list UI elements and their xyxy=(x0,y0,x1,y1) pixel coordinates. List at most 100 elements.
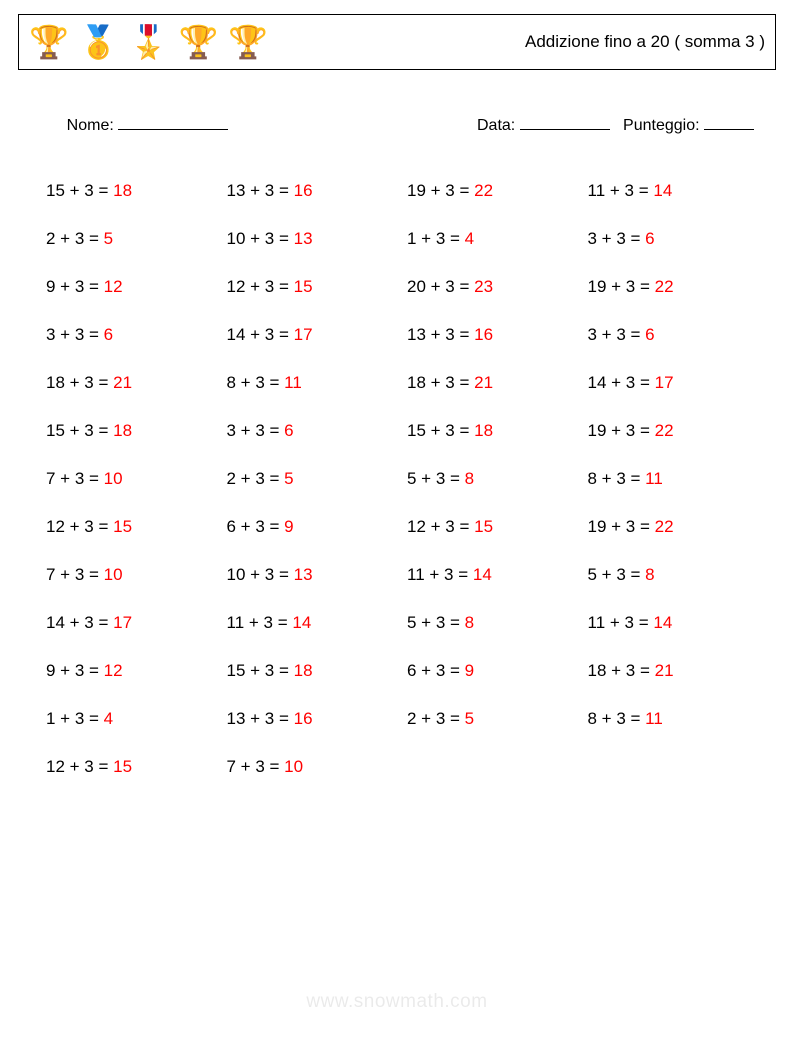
problem-expression: 11 + 3 = xyxy=(588,613,654,632)
problem-expression: 19 + 3 = xyxy=(588,421,655,440)
problem-answer: 13 xyxy=(294,565,313,584)
problem-expression: 10 + 3 = xyxy=(227,229,294,248)
problem-cell: 13 + 3 = 16 xyxy=(227,181,408,201)
problem-expression: 7 + 3 = xyxy=(227,757,285,776)
problem-expression: 3 + 3 = xyxy=(588,325,646,344)
watermark: www.snowmath.com xyxy=(0,991,794,1013)
problem-expression: 19 + 3 = xyxy=(588,277,655,296)
problem-cell: 14 + 3 = 17 xyxy=(227,325,408,345)
name-blank[interactable] xyxy=(118,114,228,130)
problem-answer: 6 xyxy=(645,325,654,344)
problem-cell: 12 + 3 = 15 xyxy=(46,517,227,537)
problem-expression: 18 + 3 = xyxy=(588,661,655,680)
problem-expression: 7 + 3 = xyxy=(46,565,104,584)
problem-answer: 5 xyxy=(284,469,293,488)
problem-cell: 13 + 3 = 16 xyxy=(227,709,408,729)
problem-cell: 11 + 3 = 14 xyxy=(227,613,408,633)
problem-cell: 2 + 3 = 5 xyxy=(227,469,408,489)
problem-cell: 7 + 3 = 10 xyxy=(46,469,227,489)
problem-answer: 22 xyxy=(655,421,674,440)
problem-expression: 13 + 3 = xyxy=(407,325,474,344)
problem-expression: 12 + 3 = xyxy=(227,277,294,296)
problem-answer: 22 xyxy=(474,181,493,200)
problem-cell: 1 + 3 = 4 xyxy=(46,709,227,729)
problem-expression: 13 + 3 = xyxy=(227,181,294,200)
problem-expression: 12 + 3 = xyxy=(407,517,474,536)
problem-cell: 6 + 3 = 9 xyxy=(407,661,588,681)
problem-answer: 18 xyxy=(113,181,132,200)
problem-cell: 1 + 3 = 4 xyxy=(407,229,588,249)
trophy-icon: 🏆 xyxy=(228,26,268,58)
problem-answer: 11 xyxy=(284,373,302,392)
problem-cell: 5 + 3 = 8 xyxy=(407,469,588,489)
problem-answer: 12 xyxy=(104,277,123,296)
problem-answer: 23 xyxy=(474,277,493,296)
problem-expression: 8 + 3 = xyxy=(588,709,646,728)
problem-expression: 20 + 3 = xyxy=(407,277,474,296)
problem-answer: 6 xyxy=(645,229,654,248)
problem-cell: 8 + 3 = 11 xyxy=(227,373,408,393)
problem-answer: 10 xyxy=(104,469,123,488)
problem-answer: 18 xyxy=(474,421,493,440)
problem-cell: 9 + 3 = 12 xyxy=(46,661,227,681)
problem-answer: 11 xyxy=(645,709,663,728)
problem-cell: 18 + 3 = 21 xyxy=(588,661,769,681)
problem-expression: 2 + 3 = xyxy=(407,709,465,728)
problem-cell: 5 + 3 = 8 xyxy=(588,565,769,585)
problem-answer: 15 xyxy=(294,277,313,296)
problem-answer: 22 xyxy=(655,277,674,296)
problem-answer: 15 xyxy=(113,757,132,776)
trophy-icon: 🏆 xyxy=(29,26,69,58)
name-field: Nome: xyxy=(40,96,228,153)
problem-cell: 19 + 3 = 22 xyxy=(588,421,769,441)
problem-answer: 5 xyxy=(104,229,113,248)
problem-cell: 19 + 3 = 22 xyxy=(588,517,769,537)
problem-answer: 14 xyxy=(292,613,311,632)
problem-expression: 15 + 3 = xyxy=(46,181,113,200)
problem-answer: 16 xyxy=(294,709,313,728)
problem-answer: 17 xyxy=(113,613,132,632)
problem-expression: 18 + 3 = xyxy=(407,373,474,392)
problem-cell: 10 + 3 = 13 xyxy=(227,229,408,249)
problem-cell: 9 + 3 = 12 xyxy=(46,277,227,297)
medal-icon: 🥇 xyxy=(79,26,119,58)
problem-answer: 14 xyxy=(473,565,492,584)
medal-icon: 🎖️ xyxy=(129,26,169,58)
trophy-icon: 🏆 xyxy=(179,26,219,58)
problem-expression: 19 + 3 = xyxy=(407,181,474,200)
problem-expression: 3 + 3 = xyxy=(588,229,646,248)
problem-expression: 5 + 3 = xyxy=(407,469,465,488)
problem-answer: 15 xyxy=(113,517,132,536)
problem-expression: 15 + 3 = xyxy=(407,421,474,440)
problem-answer: 9 xyxy=(284,517,293,536)
problem-answer: 22 xyxy=(655,517,674,536)
problem-answer: 6 xyxy=(284,421,293,440)
problem-expression: 9 + 3 = xyxy=(46,277,104,296)
problem-expression: 14 + 3 = xyxy=(227,325,294,344)
problem-cell: 13 + 3 = 16 xyxy=(407,325,588,345)
problem-expression: 6 + 3 = xyxy=(407,661,465,680)
score-label: Punteggio: xyxy=(623,117,700,134)
problem-cell: 12 + 3 = 15 xyxy=(227,277,408,297)
date-blank[interactable] xyxy=(520,114,610,130)
problem-cell: 20 + 3 = 23 xyxy=(407,277,588,297)
problem-cell: 15 + 3 = 18 xyxy=(407,421,588,441)
problem-cell: 18 + 3 = 21 xyxy=(407,373,588,393)
problem-cell: 2 + 3 = 5 xyxy=(407,709,588,729)
problem-cell: 11 + 3 = 14 xyxy=(588,181,769,201)
problem-expression: 14 + 3 = xyxy=(588,373,655,392)
problem-answer: 5 xyxy=(465,709,474,728)
problem-cell: 10 + 3 = 13 xyxy=(227,565,408,585)
problem-answer: 12 xyxy=(104,661,123,680)
name-label: Nome: xyxy=(67,117,114,134)
problem-cell: 11 + 3 = 14 xyxy=(588,613,769,633)
problem-cell: 3 + 3 = 6 xyxy=(46,325,227,345)
problem-cell: 2 + 3 = 5 xyxy=(46,229,227,249)
problem-cell: 6 + 3 = 9 xyxy=(227,517,408,537)
problem-expression: 9 + 3 = xyxy=(46,661,104,680)
date-score-fields: Data: Punteggio: xyxy=(450,96,754,153)
score-blank[interactable] xyxy=(704,114,754,130)
problem-expression: 12 + 3 = xyxy=(46,757,113,776)
problem-answer: 21 xyxy=(655,661,674,680)
problem-expression: 10 + 3 = xyxy=(227,565,294,584)
